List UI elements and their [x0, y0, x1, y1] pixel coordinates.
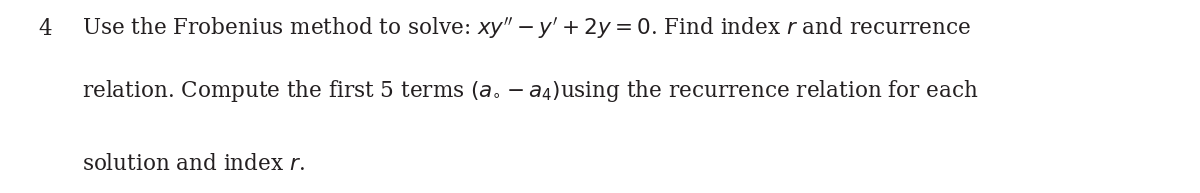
Text: 4: 4 [38, 18, 52, 40]
Text: solution and index $r$.: solution and index $r$. [82, 153, 305, 175]
Text: relation. Compute the first 5 terms $(a_{\circ} - a_{4})$using the recurrence re: relation. Compute the first 5 terms $(a_… [82, 78, 978, 103]
Text: Use the Frobenius method to solve: $xy'' - y' + 2y = 0$. Find index $r$ and recu: Use the Frobenius method to solve: $xy''… [82, 15, 971, 41]
